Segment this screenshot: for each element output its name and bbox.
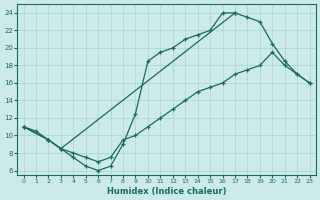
X-axis label: Humidex (Indice chaleur): Humidex (Indice chaleur) bbox=[107, 187, 226, 196]
